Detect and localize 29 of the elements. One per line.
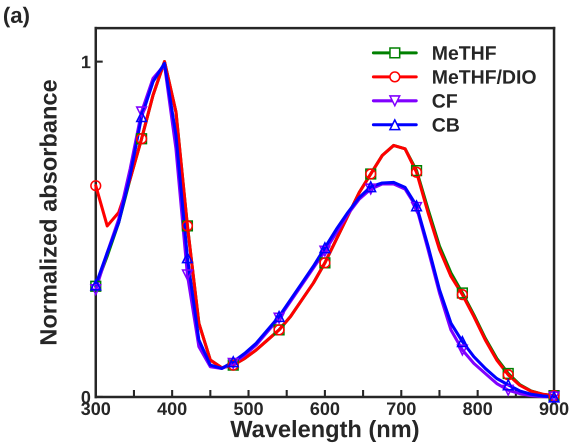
- legend-label: MeTHF/DIO: [433, 70, 536, 84]
- x-tick-label: 400: [157, 402, 186, 416]
- point: [365, 183, 376, 195]
- y-tick-label: 1: [82, 56, 90, 68]
- point: [90, 284, 102, 296]
- x-tick-label: 900: [540, 402, 568, 416]
- point: [456, 344, 468, 356]
- legend-label: CF: [432, 94, 457, 108]
- chart-title: (a): [4, 6, 29, 28]
- x-tick-label: 500: [234, 402, 263, 416]
- point: [182, 269, 194, 281]
- y-axis-title: Normalized absorbance: [39, 80, 57, 344]
- x-axis-title: Wavelength (nm): [230, 420, 418, 442]
- point: [319, 245, 331, 257]
- x-tick-label: 700: [386, 402, 416, 416]
- point: [456, 336, 468, 348]
- point: [136, 106, 148, 118]
- point: [136, 110, 148, 122]
- point: [90, 180, 102, 192]
- point: [502, 379, 514, 390]
- x-tick-label: 300: [81, 402, 110, 416]
- point: [502, 384, 514, 396]
- point: [182, 252, 194, 264]
- point: [319, 242, 331, 254]
- legend-label: MeTHF: [433, 46, 496, 60]
- x-tick-label: 800: [463, 402, 492, 416]
- x-tick-label: 600: [310, 402, 340, 416]
- legend-label: CB: [432, 118, 459, 132]
- point: [365, 181, 376, 192]
